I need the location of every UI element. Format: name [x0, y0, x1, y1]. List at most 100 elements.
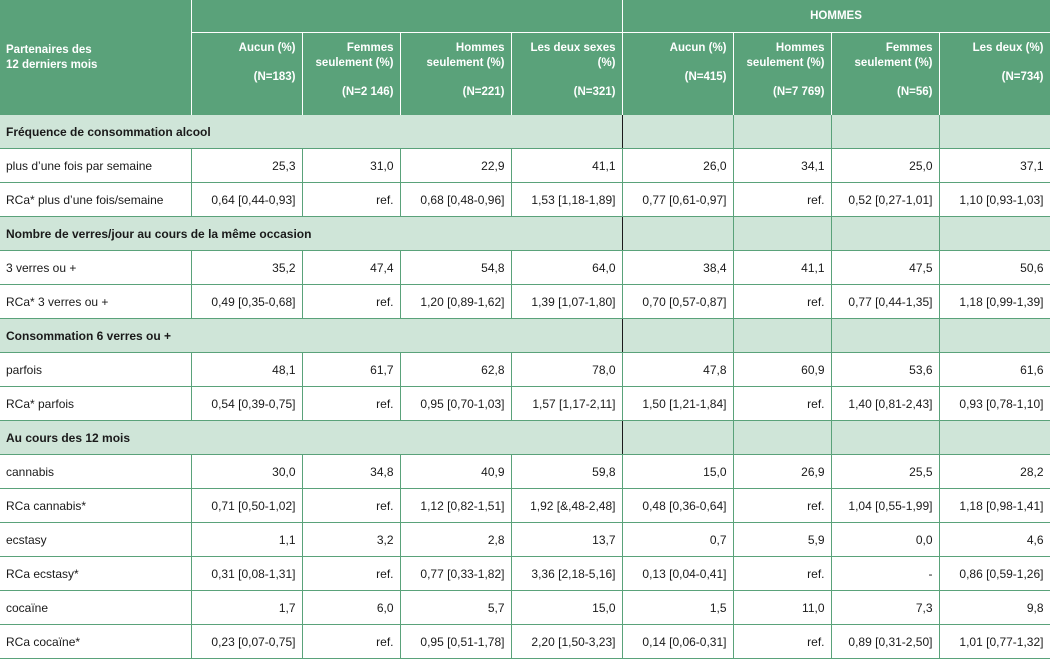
column-header-line1: Les deux sexes [530, 42, 616, 54]
table-cell: 41,1 [511, 148, 623, 183]
table-cell: 37,1 [939, 148, 1050, 183]
table-cell: - [831, 556, 940, 591]
column-header-line2: seulement (%) [746, 57, 825, 69]
table-cell: 34,8 [302, 454, 401, 489]
table-cell: 0,48 [0,36-0,64] [621, 488, 734, 523]
table-cell: 9,8 [939, 590, 1050, 625]
table-cell: 0,52 [0,27-1,01] [831, 182, 940, 217]
section-empty-cell [733, 318, 832, 353]
section-row: Nombre de verres/jour au cours de la mêm… [0, 216, 1050, 251]
table-cell: 0,77 [0,61-0,97] [621, 182, 734, 217]
section-row: Fréquence de consommation alcool [0, 115, 1050, 149]
table-cell: 38,4 [621, 250, 734, 285]
row-label: cocaïne [0, 590, 192, 625]
table-cell: 61,7 [302, 352, 401, 387]
column-header: Aucun (%) (N=183) [191, 32, 303, 115]
table-cell: ref. [733, 284, 832, 319]
table-cell: 5,7 [400, 590, 512, 625]
table-cell: 1,53 [1,18-1,89] [511, 182, 623, 217]
table-cell: 1,04 [0,55-1,99] [831, 488, 940, 523]
table-cell: 1,01 [0,77-1,32] [939, 624, 1050, 659]
table-cell: ref. [302, 386, 401, 421]
table-cell: 64,0 [511, 250, 623, 285]
column-header-line2: seulement (%) [315, 57, 394, 69]
column-header: Les deux (%) (N=734) [939, 32, 1050, 115]
table-row: cocaïne 1,7 6,0 5,7 15,0 1,5 11,0 7,3 9,8 [0, 590, 1050, 625]
table-cell: 0,0 [831, 522, 940, 557]
section-label: Consommation 6 verres ou + [0, 318, 623, 353]
section-empty-cell [939, 115, 1050, 149]
table-cell: 1,92 [&,48-2,48] [511, 488, 623, 523]
table-cell: 3,2 [302, 522, 401, 557]
section-label: Nombre de verres/jour au cours de la mêm… [0, 216, 623, 251]
table-cell: ref. [733, 624, 832, 659]
table-cell: 62,8 [400, 352, 512, 387]
table-cell: 13,7 [511, 522, 623, 557]
table-row: RCa* 3 verres ou +0,49 [0,35-0,68] ref. 1,… [0, 284, 1050, 319]
column-sample-size: (N=183) [253, 71, 296, 83]
row-label: parfois [0, 352, 192, 387]
section-empty-cell [733, 420, 832, 455]
section-empty-cell [622, 115, 734, 149]
table-row: RCa* plus d’une fois/semaine 0,64 [0,44-0… [0, 182, 1050, 217]
table-cell: 1,20 [0,89-1,62] [400, 284, 512, 319]
column-header: Femmes seulement (%) (N=56) [831, 32, 940, 115]
table-cell: 0,77 [0,33-1,82] [400, 556, 512, 591]
table-cell: 48,1 [191, 352, 303, 387]
table-cell: 0,7 [621, 522, 734, 557]
column-header-line1: Aucun (%) [238, 42, 296, 54]
table-row: parfois 48,1 61,7 62,8 78,0 47,8 60,9 53,6 61,6 [0, 352, 1050, 387]
row-label: 3 verres ou + [0, 250, 192, 285]
column-header-line2: seulement (%) [854, 57, 933, 69]
table-cell: 34,1 [733, 148, 832, 183]
row-label: RCa* plus d’une fois/semaine [0, 182, 192, 217]
table-row: cannabis 30,0 34,8 40,9 59,8 15,0 26,9 25,5 28,2 [0, 454, 1050, 489]
column-header-line2: seulement (%) [426, 57, 505, 69]
section-label: Au cours des 12 mois [0, 420, 623, 455]
table-cell: 35,2 [191, 250, 303, 285]
column-header: Aucun (%) (N=415) [621, 32, 734, 115]
column-sample-size: (N=221) [462, 86, 505, 98]
table-row: RCa cocaïne* 0,23 [0,07-0,75] ref. 0,95 [0,… [0, 624, 1050, 659]
table-row: RCa* parfois 0,54 [0,39-0,75] ref. 0,95 [0,… [0, 386, 1050, 421]
section-empty-cell [733, 115, 832, 149]
table-cell: 0,86 [0,59-1,26] [939, 556, 1050, 591]
table-cell: 2,8 [400, 522, 512, 557]
table-cell: 47,5 [831, 250, 940, 285]
row-label: plus d’une fois par semaine [0, 148, 192, 183]
table-cell: 53,6 [831, 352, 940, 387]
table-cell: 25,0 [831, 148, 940, 183]
table-cell: 0,93 [0,78-1,10] [939, 386, 1050, 421]
column-header: Femmes seulement (%) (N=2 146) [302, 32, 401, 115]
table-cell: 47,4 [302, 250, 401, 285]
table-cell: ref. [302, 284, 401, 319]
table-cell: 26,0 [621, 148, 734, 183]
table-cell: 54,8 [400, 250, 512, 285]
table-cell: 40,9 [400, 454, 512, 489]
table-cell: 31,0 [302, 148, 401, 183]
row-label: ecstasy [0, 522, 192, 557]
table-cell: 25,3 [191, 148, 303, 183]
column-sample-size: (N=2 146) [342, 86, 394, 98]
table-cell: 15,0 [511, 590, 623, 625]
section-empty-cell [831, 115, 940, 149]
section-empty-cell [939, 420, 1050, 455]
table-row: RCa ecstasy* 0,31 [0,08-1,31] ref. 0,77 [0,… [0, 556, 1050, 591]
column-header-line1: Femmes [885, 42, 933, 54]
table-cell: 0,95 [0,70-1,03] [400, 386, 512, 421]
table-cell: ref. [733, 556, 832, 591]
column-header-line1: Femmes [346, 42, 394, 54]
table-cell: 7,3 [831, 590, 940, 625]
table-row: ecstasy 1,1 3,2 2,8 13,7 0,7 5,9 0,0 4,6 [0, 522, 1050, 557]
table-row: 3 verres ou +35,2 47,4 54,8 64,0 38,4 41,1 47,… [0, 250, 1050, 285]
row-label: cannabis [0, 454, 192, 489]
column-sample-size: (N=734) [1001, 71, 1044, 83]
table-cell: 0,14 [0,06-0,31] [621, 624, 734, 659]
table-cell: 22,9 [400, 148, 512, 183]
table-cell: 1,12 [0,82-1,51] [400, 488, 512, 523]
table-cell: 0,77 [0,44-1,35] [831, 284, 940, 319]
table-cell: 1,50 [1,21-1,84] [621, 386, 734, 421]
table-cell: 1,39 [1,07-1,80] [511, 284, 623, 319]
table-cell: 1,7 [191, 590, 303, 625]
row-label: RCa ecstasy* [0, 556, 192, 591]
